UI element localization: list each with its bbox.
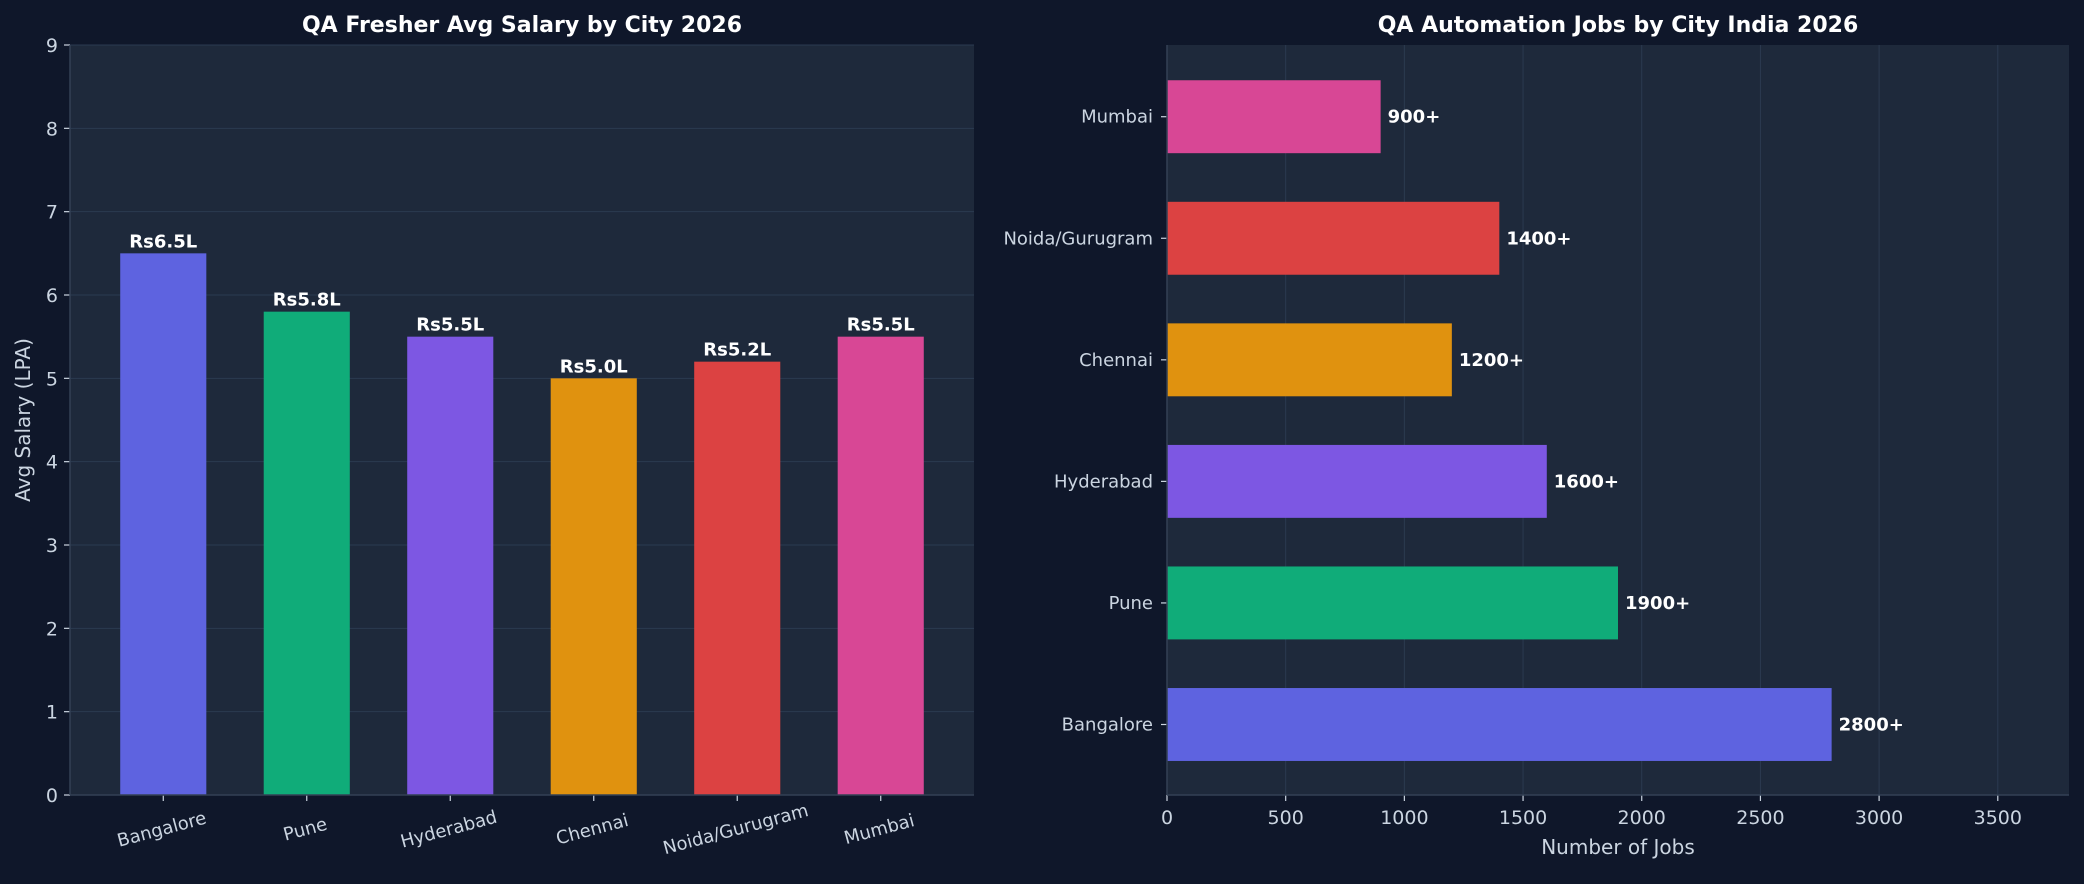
jobs-chart-x-axis-label: Number of Jobs [1541, 835, 1695, 859]
salary-bar [263, 311, 350, 795]
jobs-bar-value-label: 2800+ [1839, 714, 1904, 735]
jobs-category-label: Hyderabad [1054, 471, 1153, 492]
jobs-bar [1167, 323, 1452, 397]
salary-bar-value-label: Rs5.5L [416, 315, 484, 336]
salary-bar-value-label: Rs5.5L [847, 315, 915, 336]
jobs-bar-value-label: 1600+ [1554, 471, 1619, 492]
salary-chart-y-ticks: 0 1 2 3 4 5 6 7 8 9 [46, 35, 70, 807]
salary-y-tick-label: 9 [46, 35, 58, 57]
salary-y-tick-label: 4 [46, 452, 58, 474]
jobs-x-tick-label: 3500 [1974, 807, 2022, 829]
jobs-bar-value-label: 1400+ [1506, 228, 1571, 249]
jobs-chart-value-labels: 2800+ 1900+ 1600+ 1200+ 1400+ 900+ [1388, 107, 1904, 736]
salary-chart-plot-area [70, 45, 974, 795]
salary-bar-value-label: Rs5.2L [703, 340, 771, 361]
jobs-chart-plot-area [1167, 45, 2069, 795]
jobs-x-tick-label: 500 [1268, 807, 1304, 829]
jobs-category-label: Mumbai [1081, 107, 1153, 128]
jobs-x-tick-label: 1000 [1380, 807, 1428, 829]
salary-chart-bars [120, 253, 924, 796]
jobs-x-tick-label: 3000 [1855, 807, 1903, 829]
salary-chart: Rs6.5L Rs5.8L Rs5.5L Rs5.0L Rs5.2L Rs5.5L 0 1 2… [11, 13, 974, 859]
jobs-bar [1167, 444, 1547, 518]
salary-chart-title: QA Fresher Avg Salary by City 2026 [302, 13, 742, 38]
salary-bar [407, 336, 494, 795]
salary-y-tick-label: 3 [46, 535, 58, 557]
salary-chart-y-axis-label: Avg Salary (LPA) [11, 338, 35, 502]
salary-bar-value-label: Rs5.0L [560, 356, 628, 377]
salary-y-tick-label: 6 [46, 285, 58, 307]
salary-y-tick-label: 1 [46, 702, 58, 724]
jobs-x-tick-label: 2500 [1736, 807, 1784, 829]
jobs-chart-y-ticks: Bangalore Pune Hyderabad Chennai Noida/Gurug… [1003, 107, 1167, 735]
salary-chart-gridlines [70, 44, 974, 796]
jobs-x-tick-label: 2000 [1618, 807, 1666, 829]
salary-y-tick-label: 5 [46, 368, 58, 390]
jobs-chart-bars [1167, 80, 1832, 761]
jobs-bar [1167, 201, 1500, 275]
jobs-x-tick-label: 0 [1161, 807, 1173, 829]
salary-y-tick-label: 8 [46, 118, 58, 140]
jobs-category-label: Chennai [1079, 350, 1153, 371]
jobs-chart-title: QA Automation Jobs by City India 2026 [1378, 13, 1859, 38]
jobs-category-label: Pune [1109, 593, 1153, 614]
jobs-bar-value-label: 900+ [1388, 107, 1441, 128]
jobs-chart-x-ticks: 0 500 1000 1500 2000 2500 3000 3500 [1161, 795, 2022, 829]
salary-bar-value-label: Rs5.8L [273, 290, 341, 311]
salary-chart-value-labels: Rs6.5L Rs5.8L Rs5.5L Rs5.0L Rs5.2L Rs5.5L [129, 231, 914, 377]
jobs-bar [1167, 688, 1832, 761]
salary-bar [837, 336, 924, 795]
salary-y-tick-label: 2 [46, 618, 58, 640]
salary-y-tick-label: 0 [46, 785, 58, 807]
jobs-category-label: Noida/Gurugram [1003, 228, 1153, 249]
salary-bar [694, 361, 781, 795]
salary-y-tick-label: 7 [46, 202, 58, 224]
jobs-bar [1167, 80, 1381, 154]
salary-bar [550, 378, 637, 795]
salary-bar [120, 253, 207, 796]
jobs-x-tick-label: 1500 [1499, 807, 1547, 829]
jobs-bar-value-label: 1200+ [1459, 350, 1524, 371]
salary-bar-value-label: Rs6.5L [129, 231, 197, 252]
jobs-bar-value-label: 1900+ [1625, 593, 1690, 614]
jobs-bar [1167, 566, 1618, 640]
jobs-chart: 2800+ 1900+ 1600+ 1200+ 1400+ 900+ 0 500 1000 15… [1003, 13, 2069, 859]
jobs-category-label: Bangalore [1062, 714, 1153, 735]
